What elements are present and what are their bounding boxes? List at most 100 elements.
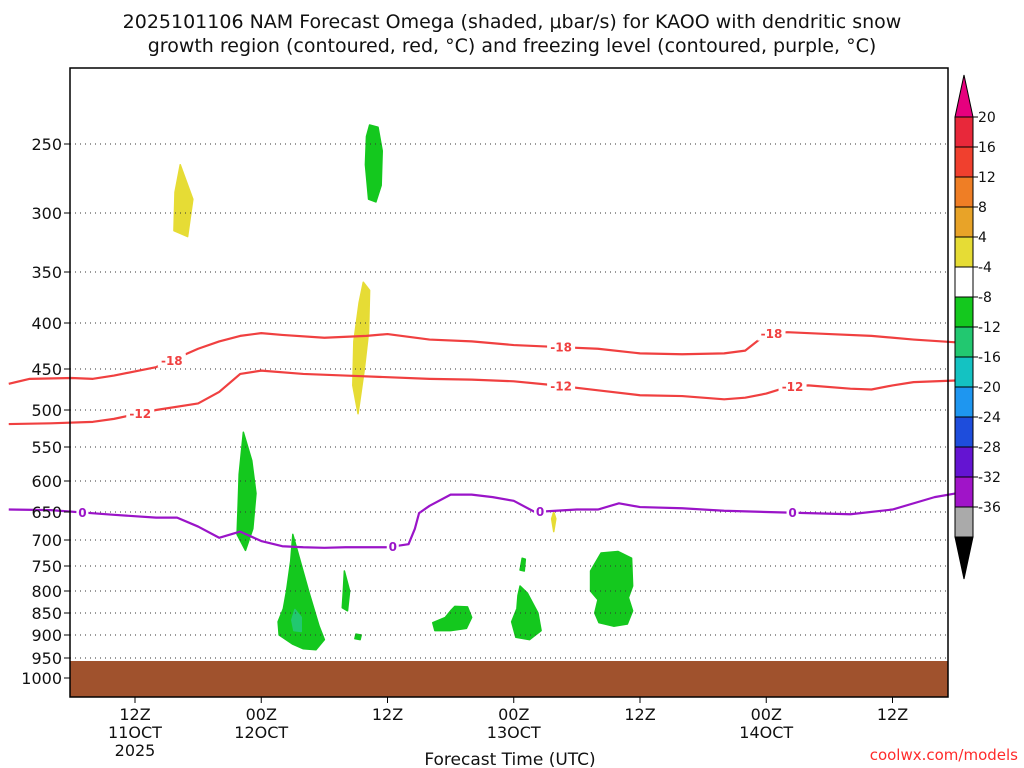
colorbar-label-8: -16 (978, 350, 1001, 366)
contour-label-bg-dgz-minus18-0 (157, 353, 186, 368)
y-tick-label-500: 500 (31, 401, 62, 420)
contour-label-dgz-minus12-1: -12 (550, 380, 572, 394)
downward-blob-870b (510, 585, 542, 641)
downward-blob-860 (277, 533, 326, 651)
colorbar-under-arrow (954, 536, 974, 580)
y-tick-label-550: 550 (31, 438, 62, 457)
colorbar-label-12: -32 (978, 470, 1001, 486)
contour-label-freezing-level-0-0: 0 (78, 506, 86, 520)
contour-freezing-level-0 (8, 492, 956, 549)
colorbar-swatch-11 (954, 446, 974, 478)
x-axis-label: Forecast Time (UTC) (424, 750, 595, 768)
y-tick-label-700: 700 (31, 531, 62, 550)
x-tick-label-6-2: 2025 (115, 741, 156, 760)
contour-label-freezing-level-0-2: 0 (536, 505, 544, 519)
contour-label-bg-freezing-level-0-3 (786, 505, 799, 520)
x-tick-label-18-0: 00Z (246, 705, 277, 724)
y-tick-label-650: 650 (31, 503, 62, 522)
colorbar-label-11: -28 (978, 440, 1001, 456)
colorbar-swatch-10 (954, 416, 974, 448)
colorbar-over-arrow (954, 74, 974, 118)
downward-dot-755 (519, 557, 527, 572)
x-tick-label-18-1: 12OCT (234, 723, 288, 742)
x-tick-label-42-0: 00Z (498, 705, 529, 724)
contour-label-freezing-level-0-1: 0 (389, 540, 397, 554)
contour-dgz-minus18 (8, 331, 956, 385)
y-tick-label-850: 850 (31, 604, 62, 623)
colorbar-swatch-4 (954, 236, 974, 268)
colorbar-label-7: -12 (978, 320, 1001, 336)
downward-blob-620 (236, 431, 257, 552)
y-tick-label-900: 900 (31, 626, 62, 645)
x-tick-label-78-0: 12Z (877, 705, 908, 724)
upward-dot-670 (550, 511, 557, 533)
contour-label-bg-dgz-minus12-1 (547, 379, 576, 394)
omega-shading (173, 124, 634, 651)
upward-blob-300 (173, 163, 194, 238)
colorbar-label-4: 4 (978, 230, 987, 246)
downward-dot-905 (354, 633, 362, 641)
chart-title-line2: growth region (contoured, red, °C) and f… (148, 35, 877, 57)
downward-blob-260 (364, 124, 383, 203)
contour-label-dgz-minus18-2: -18 (761, 327, 783, 341)
x-tick-label-6-0: 12Z (119, 705, 150, 724)
colorbar-label-13: -36 (978, 500, 1001, 516)
contour-label-bg-freezing-level-0-2 (534, 504, 547, 519)
colorbar-swatch-0 (954, 116, 974, 148)
contour-label-dgz-minus12-2: -12 (782, 380, 804, 394)
y-tick-label-400: 400 (31, 314, 62, 333)
x-tick-label-66-0: 00Z (751, 705, 782, 724)
contour-label-dgz-minus18-0: -18 (161, 354, 183, 368)
colorbar-label-0: 20 (978, 110, 996, 126)
colorbar-label-2: 12 (978, 170, 996, 186)
colorbar-label-9: -20 (978, 380, 1001, 396)
temperature-contours: -18 -18 -18 -12 -12 -12 0 0 0 0 (8, 326, 956, 554)
colorbar-swatch-9 (954, 386, 974, 418)
plot-frame (69, 67, 949, 698)
y-tick-label-950: 950 (31, 649, 62, 668)
upward-blob-420 (352, 281, 371, 415)
contour-label-bg-dgz-minus12-0 (126, 406, 155, 421)
colorbar-label-10: -24 (978, 410, 1001, 426)
colorbar-label-3: 8 (978, 200, 987, 216)
colorbar-swatch-8 (954, 356, 974, 388)
colorbar-swatch-7 (954, 326, 974, 358)
downward-blob-790 (589, 550, 634, 627)
colorbar-swatch-2 (954, 176, 974, 208)
contour-label-freezing-level-0-3: 0 (788, 506, 796, 520)
site-credit[interactable]: coolwx.com/models (870, 746, 1018, 764)
downward-blob-870a (431, 605, 473, 632)
colorbar-swatch-3 (954, 206, 974, 238)
chart-title-line1: 2025101106 NAM Forecast Omega (shaded, μ… (123, 11, 902, 33)
pressure-axis: 250 300 350 400 450 500 550 600 650 700 750 800 850 9… (21, 135, 70, 688)
x-tick-label-54-0: 12Z (624, 705, 655, 724)
contour-label-bg-freezing-level-0-0 (76, 505, 89, 520)
contour-label-bg-dgz-minus18-2 (757, 326, 786, 341)
y-tick-label-250: 250 (31, 135, 62, 154)
contour-label-bg-dgz-minus12-2 (778, 379, 807, 394)
x-tick-label-42-1: 13OCT (487, 723, 541, 742)
colorbar-swatch-6 (954, 296, 974, 328)
contour-dgz-minus12 (8, 369, 956, 426)
ground-fill (70, 661, 948, 697)
y-tick-label-800: 800 (31, 582, 62, 601)
colorbar-label-6: -8 (978, 290, 992, 306)
colorbar-swatch-1 (954, 146, 974, 178)
x-tick-label-30-0: 12Z (372, 705, 403, 724)
contour-label-dgz-minus18-1: -18 (550, 341, 572, 355)
y-tick-label-750: 750 (31, 557, 62, 576)
x-tick-label-66-1: 14OCT (739, 723, 793, 742)
y-tick-label-600: 600 (31, 472, 62, 491)
contour-label-bg-freezing-level-0-1 (386, 539, 399, 554)
y-tick-label-300: 300 (31, 204, 62, 223)
colorbar-label-5: -4 (978, 260, 992, 276)
contour-label-dgz-minus12-0: -12 (129, 407, 151, 421)
y-tick-label-450: 450 (31, 360, 62, 379)
colorbar-label-1: 16 (978, 140, 996, 156)
x-tick-label-6-1: 11OCT (108, 723, 162, 742)
downward-core-880 (291, 608, 302, 633)
colorbar: 20 16 12 8 4 -4 -8 -12 -16 -20 -24 -28 -32 -36 (954, 74, 1001, 580)
colorbar-swatch-5 (954, 266, 974, 298)
